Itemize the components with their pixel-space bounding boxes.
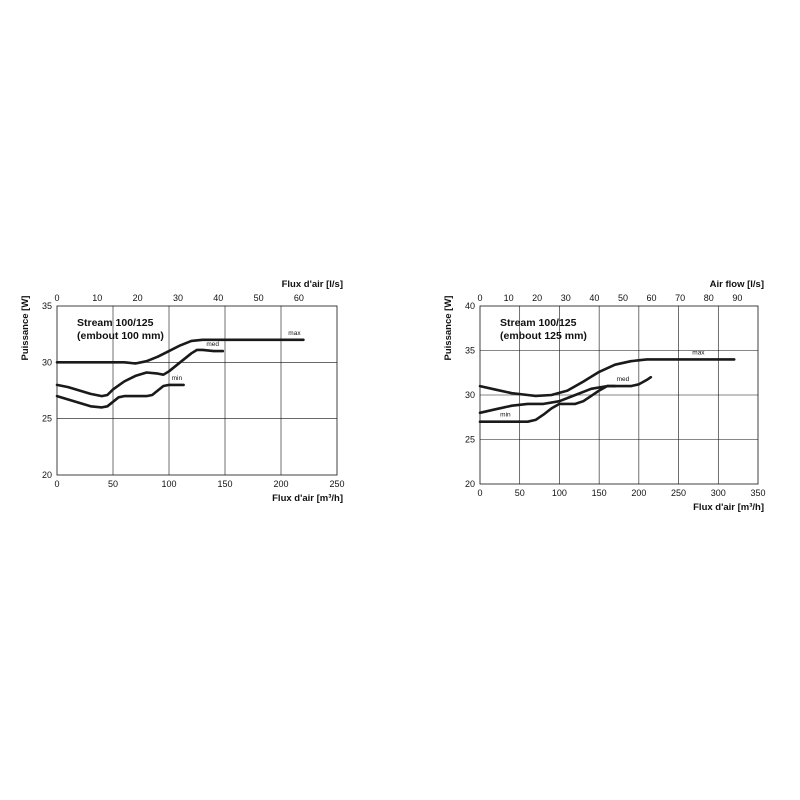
series-line-med: [55, 348, 225, 398]
y-tick-label: 40: [465, 301, 475, 311]
x2-tick-label: 50: [254, 293, 264, 303]
x2-tick-label: 40: [213, 293, 223, 303]
x-tick-label: 350: [750, 488, 765, 498]
plot-frame: [479, 305, 759, 485]
y-axis-title: Puissance [W]: [443, 296, 454, 361]
x2-tick-label: 0: [54, 293, 59, 303]
x2-tick-label: 40: [589, 293, 599, 303]
series-label-min: min: [172, 375, 183, 382]
chart-title-line: (embout 125 mm): [500, 330, 587, 342]
x2-tick-label: 30: [173, 293, 183, 303]
x2-tick-label: 50: [618, 293, 628, 303]
x2-tick-label: 80: [704, 293, 714, 303]
x-tick-label: 250: [671, 488, 686, 498]
series-label-med: med: [617, 376, 630, 383]
x2-tick-label: 60: [294, 293, 304, 303]
x2-tick-label: 20: [133, 293, 143, 303]
x2-tick-label: 70: [675, 293, 685, 303]
series-label-med: med: [206, 341, 219, 348]
x-tick-label: 150: [592, 488, 607, 498]
chart-title-line: Stream 100/125: [500, 317, 577, 329]
series-line-min: [55, 383, 185, 409]
x-axis-title: Flux d'air [m³/h]: [272, 493, 343, 504]
y-tick-label: 25: [465, 435, 475, 445]
y-tick-label: 35: [465, 346, 475, 356]
plot-frame: [56, 305, 338, 476]
chart-title-line: (embout 100 mm): [77, 330, 164, 342]
y-tick-label: 25: [42, 414, 52, 424]
x-tick-label: 300: [711, 488, 726, 498]
x-tick-label: 200: [631, 488, 646, 498]
x-tick-label: 50: [108, 479, 118, 489]
series-line-max: [478, 358, 736, 398]
x2-tick-label: 30: [561, 293, 571, 303]
x-tick-label: 150: [217, 479, 232, 489]
x2-tick-label: 10: [504, 293, 514, 303]
x-tick-label: 50: [515, 488, 525, 498]
x-tick-label: 250: [329, 479, 344, 489]
y-tick-label: 30: [42, 357, 52, 367]
x-tick-label: 100: [552, 488, 567, 498]
x2-axis-title: Flux d'air [l/s]: [282, 279, 343, 290]
x-axis-title: Flux d'air [m³/h]: [693, 502, 764, 513]
x2-tick-label: 90: [732, 293, 742, 303]
series-line-max: [55, 338, 305, 365]
y-axis-title: Puissance [W]: [20, 296, 31, 361]
y-tick-label: 20: [42, 470, 52, 480]
series-label-max: max: [692, 349, 705, 356]
series-line-med: [478, 375, 653, 415]
y-tick-label: 35: [42, 301, 52, 311]
x-tick-label: 0: [54, 479, 59, 489]
chart-title-line: Stream 100/125: [77, 317, 154, 329]
x2-axis-title: Air flow [l/s]: [710, 279, 764, 290]
series-line-min: [478, 384, 617, 423]
y-tick-label: 30: [465, 390, 475, 400]
x-tick-label: 200: [273, 479, 288, 489]
x2-tick-label: 60: [647, 293, 657, 303]
x-tick-label: 100: [161, 479, 176, 489]
series-label-max: max: [288, 330, 301, 337]
series-label-min: min: [500, 412, 511, 419]
y-tick-label: 20: [465, 479, 475, 489]
x-tick-label: 0: [477, 488, 482, 498]
x2-tick-label: 0: [477, 293, 482, 303]
x2-tick-label: 20: [532, 293, 542, 303]
x2-tick-label: 10: [92, 293, 102, 303]
